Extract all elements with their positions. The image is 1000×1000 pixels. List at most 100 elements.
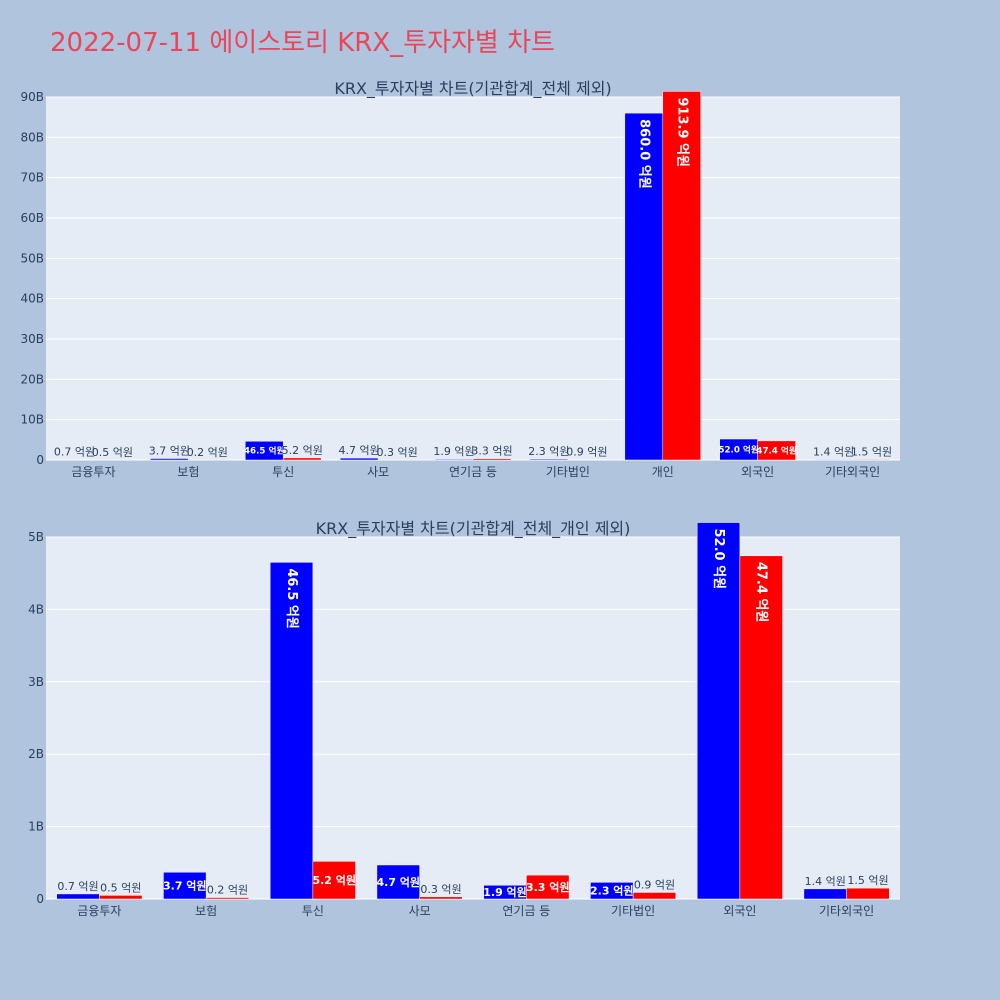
data-label: 0.5 억원 [100, 881, 141, 894]
bar [803, 888, 847, 900]
data-label: 3.3 억원 [526, 880, 570, 894]
x-tick-label: 연기금 등 [449, 465, 497, 479]
data-label: 46.5 억원 [284, 568, 299, 629]
bar [269, 562, 314, 900]
bar [739, 555, 783, 900]
y-tick-label: 1B [28, 820, 44, 834]
data-label: 1.9 억원 [433, 445, 474, 458]
y-tick-label: 3B [28, 675, 44, 689]
y-tick-label: 40B [20, 292, 44, 306]
y-tick-label: 0 [36, 453, 44, 467]
data-label: 1.9 억원 [483, 885, 527, 899]
chart-title: KRX_투자자별 차트(기관합계_전체_개인 제외) [316, 519, 631, 539]
bar [632, 892, 677, 900]
data-label: 913.9 억원 [674, 97, 689, 167]
x-tick-label: 개인 [652, 465, 674, 479]
x-tick-label: 보험 [177, 465, 199, 479]
data-label: 0.3 억원 [420, 883, 461, 896]
y-tick-label: 5B [28, 530, 44, 544]
bar [696, 522, 741, 900]
data-label: 47.4 억원 [756, 445, 796, 457]
bar [529, 458, 569, 461]
data-label: 0.2 억원 [207, 884, 248, 897]
bar [419, 896, 463, 900]
bar [852, 459, 891, 461]
bar [624, 112, 664, 461]
x-tick-label: 기타법인 [546, 465, 590, 479]
bar [150, 458, 189, 461]
y-tick-label: 70B [20, 171, 44, 185]
data-label: 4.7 억원 [339, 444, 380, 457]
data-label: 46.5 억원 [244, 445, 284, 457]
x-tick-label: 외국인 [723, 904, 756, 918]
x-tick-label: 금융투자 [71, 465, 115, 479]
x-tick-label: 금융투자 [77, 904, 121, 918]
data-label: 47.4 억원 [754, 562, 769, 623]
bar [339, 457, 379, 461]
bar [472, 458, 512, 461]
page-title: 2022-07-11 에이스토리 KRX_투자자별 차트 [50, 28, 555, 58]
x-tick-label: 기타법인 [611, 904, 655, 918]
data-label: 52.0 억원 [711, 529, 726, 590]
data-label: 0.9 억원 [566, 446, 607, 459]
y-tick-label: 80B [20, 130, 44, 144]
x-tick-label: 연기금 등 [502, 904, 550, 918]
data-label: 0.2 억원 [187, 446, 228, 459]
data-label: 0.3 억원 [376, 446, 417, 459]
bar [662, 91, 701, 461]
y-tick-label: 30B [20, 332, 44, 346]
bar [376, 864, 420, 900]
chart-title: KRX_투자자별 차트(기관합계_전체 제외) [334, 79, 611, 99]
bar [757, 440, 796, 461]
data-label: 860.0 억원 [636, 119, 651, 189]
x-tick-label: 기타외국인 [819, 904, 874, 918]
data-label: 3.7 억원 [163, 878, 207, 892]
data-label: 3.7 억원 [149, 445, 190, 458]
data-label: 1.5 억원 [847, 874, 888, 887]
bar [205, 897, 250, 900]
bar [163, 871, 207, 900]
data-label: 5.2 억원 [312, 873, 356, 887]
x-tick-label: 사모 [367, 465, 389, 479]
data-label: 0.9 억원 [634, 878, 675, 891]
data-label: 1.4 억원 [805, 875, 846, 888]
x-tick-label: 사모 [409, 904, 431, 918]
x-tick-label: 투신 [272, 465, 294, 479]
data-label: 0.7 억원 [54, 446, 95, 459]
data-label: 2.3 억원 [528, 445, 569, 458]
chart-excluding-institutions-and-individuals: 0 1B 2B 3B 4B 5B KRX_투자자별 차트(기관합계_전체_개인 제외) 금융투… [28, 519, 900, 918]
x-tick-label: 외국인 [741, 465, 774, 479]
bar [814, 459, 853, 461]
chart-excluding-institutions: 0 10B 20B 30B 40B 50B 60B 70B 80B 90B KRX_투자자별 차트(… [20, 79, 900, 479]
bar [526, 874, 570, 900]
data-label: 2.3 억원 [590, 884, 634, 898]
bar [312, 861, 356, 900]
data-label: 0.7 억원 [57, 880, 98, 893]
bar [846, 887, 890, 900]
x-tick-label: 기타외국인 [825, 465, 880, 479]
y-tick-label: 0 [36, 892, 44, 906]
y-tick-label: 4B [28, 602, 44, 616]
plot-area [46, 97, 900, 460]
y-tick-label: 10B [20, 413, 44, 427]
data-label: 3.3 억원 [471, 445, 512, 458]
x-tick-label: 투신 [302, 904, 324, 918]
y-tick-label: 50B [20, 251, 44, 265]
bar [99, 895, 143, 900]
data-label: 0.5 억원 [92, 446, 133, 459]
bar [434, 458, 474, 461]
data-label: 1.4 억원 [813, 445, 854, 458]
y-tick-label: 20B [20, 372, 44, 386]
y-tick-label: 60B [20, 211, 44, 225]
y-tick-label: 90B [20, 90, 44, 104]
bar [282, 457, 322, 461]
bar [590, 882, 634, 900]
data-label: 52.0 억원 [718, 444, 758, 456]
data-label: 1.5 억원 [851, 445, 892, 458]
y-tick-label: 2B [28, 747, 44, 761]
x-tick-label: 보험 [195, 904, 217, 918]
bar [56, 893, 100, 900]
data-label: 4.7 억원 [376, 875, 420, 889]
bar [245, 440, 284, 461]
data-label: 5.2 억원 [282, 444, 323, 457]
